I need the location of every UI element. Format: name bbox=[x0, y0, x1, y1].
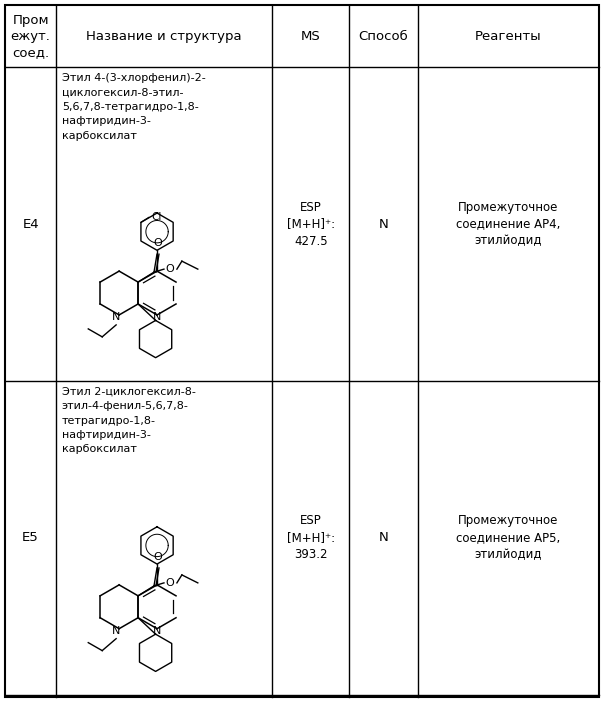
Text: Cl: Cl bbox=[151, 213, 161, 223]
Text: Этил 4-(3-хлорфенил)-2-
циклогексил-8-этил-
5,6,7,8-тетрагидро-1,8-
нафтиридин-3: Этил 4-(3-хлорфенил)-2- циклогексил-8-эт… bbox=[62, 73, 205, 140]
Text: N: N bbox=[112, 312, 120, 322]
Text: Промежуточное
соединение АР4,
этилйодид: Промежуточное соединение АР4, этилйодид bbox=[456, 201, 561, 248]
Text: N: N bbox=[153, 312, 161, 322]
Text: MS: MS bbox=[301, 29, 321, 43]
Text: O: O bbox=[165, 264, 175, 274]
Text: ESP
[M+H]⁺:
427.5: ESP [M+H]⁺: 427.5 bbox=[287, 201, 335, 248]
Text: O: O bbox=[165, 578, 175, 588]
Text: Название и структура: Название и структура bbox=[86, 29, 242, 43]
Text: E5: E5 bbox=[22, 531, 39, 544]
Text: Промежуточное
соединение АР5,
этилйодид: Промежуточное соединение АР5, этилйодид bbox=[456, 515, 561, 562]
Text: Реагенты: Реагенты bbox=[475, 29, 541, 43]
Text: E4: E4 bbox=[22, 218, 39, 230]
Text: N: N bbox=[379, 531, 388, 544]
Text: N: N bbox=[112, 625, 120, 636]
Text: Этил 2-циклогексил-8-
этил-4-фенил-5,6,7,8-
тетрагидро-1,8-
нафтиридин-3-
карбок: Этил 2-циклогексил-8- этил-4-фенил-5,6,7… bbox=[62, 387, 196, 454]
Text: N: N bbox=[379, 218, 388, 230]
Text: Способ: Способ bbox=[359, 29, 408, 43]
Text: N: N bbox=[153, 625, 161, 636]
Text: O: O bbox=[153, 552, 162, 562]
Text: O: O bbox=[153, 238, 162, 249]
Text: ESP
[M+H]⁺:
393.2: ESP [M+H]⁺: 393.2 bbox=[287, 515, 335, 562]
Text: Пром
ежут.
соед.: Пром ежут. соед. bbox=[11, 14, 51, 59]
